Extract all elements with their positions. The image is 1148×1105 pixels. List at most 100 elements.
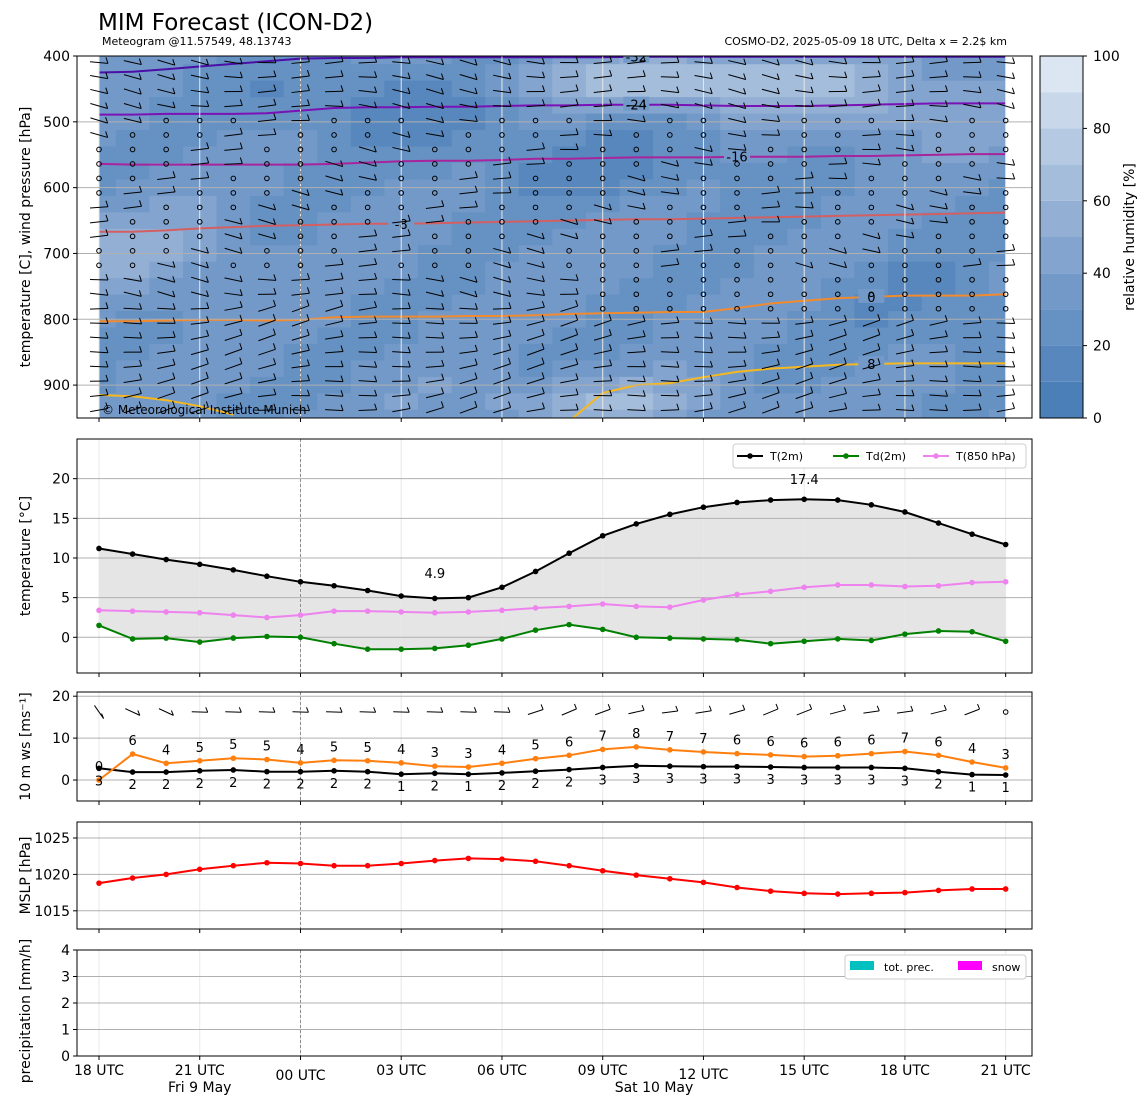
wind-barb [829, 334, 847, 341]
wind-barb-flag [575, 388, 579, 395]
wind-barb-flag [944, 188, 948, 196]
wind-barb [191, 363, 209, 370]
colorbar-segment [1040, 345, 1083, 382]
wind-barb [963, 263, 982, 267]
wind-barb [224, 60, 243, 65]
wind-barb-flag [374, 389, 378, 397]
wind-barb-flag [205, 276, 209, 283]
humidity-cell [921, 162, 956, 181]
wind-barb-flag [777, 317, 781, 324]
profile-ytick-label: 500 [43, 115, 70, 131]
wind-barb-flag [541, 342, 545, 350]
wind-barb [728, 392, 746, 399]
humidity-cell [653, 146, 688, 164]
wind-barb [627, 409, 646, 412]
wind-barb-flag [139, 359, 143, 367]
wind-barb [123, 379, 142, 384]
wind-barb-flag [843, 247, 847, 254]
wind-barb-flag [743, 73, 747, 80]
wind-barb [224, 247, 243, 254]
wind-barb [895, 380, 914, 383]
wind-barb [761, 336, 780, 339]
wind-barb-flag [575, 98, 579, 106]
wind-barb [190, 291, 209, 298]
wind-barb-flag [340, 70, 344, 77]
wind-barb-flag [542, 71, 545, 78]
wind-barb-flag [978, 346, 982, 353]
wind-barb [560, 334, 578, 342]
wind-barb-flag [608, 217, 612, 225]
gust-value-label: 7 [901, 732, 909, 747]
wind-calm-circle [230, 262, 237, 269]
wind-barb-flag [441, 130, 445, 137]
wind-calm-circle [868, 117, 875, 124]
humidity-cell [988, 130, 1006, 148]
wind-barb [929, 118, 948, 123]
wind-barb-flag [239, 328, 243, 336]
wind-barb [392, 351, 411, 354]
wind-calm-circle [398, 117, 405, 124]
humidity-cell [250, 409, 285, 418]
wind-calm-circle [331, 233, 337, 240]
wind-barb-flag [910, 705, 914, 712]
wind-calm-circle [230, 117, 237, 124]
humidity-cell [552, 327, 587, 345]
humidity-cell [653, 360, 688, 378]
wind-barb [828, 60, 847, 65]
humidity-cell [216, 162, 251, 181]
wind-calm-circle [868, 291, 875, 298]
humidity-cell [317, 195, 352, 213]
wind-barb [694, 322, 713, 324]
wind-barb-flag [508, 86, 512, 93]
wind-barb-flag [105, 87, 109, 94]
wind-barb-flag [609, 359, 613, 366]
wind-barb [392, 61, 411, 64]
wind-barb-flag [474, 344, 478, 352]
series-point [196, 639, 203, 645]
colorbar-frame [1039, 55, 1084, 419]
wind-barb [660, 380, 679, 383]
wind-speed-value-label: 2 [229, 776, 237, 791]
humidity-cell [753, 130, 788, 148]
wind-barb [459, 276, 478, 283]
series-point [230, 567, 237, 573]
series-point [599, 764, 606, 771]
wind-barb [358, 103, 377, 109]
humidity-cell [854, 64, 889, 82]
wind-barb [761, 191, 780, 195]
temp-ytick-label: 20 [52, 472, 70, 488]
wind-barb [895, 234, 914, 239]
humidity-cell [518, 80, 553, 98]
wind-barb-flag [541, 289, 545, 296]
colorbar-tick-label: 100 [1093, 49, 1120, 65]
wind-barb [963, 409, 982, 411]
wind-barb [191, 711, 208, 713]
wind-barb-flag [978, 174, 982, 181]
gust-value-label: 6 [733, 734, 741, 749]
wind-calm-circle [264, 248, 270, 254]
wind-barb [896, 349, 914, 355]
wind-barb-flag [743, 387, 747, 394]
series-point [935, 768, 942, 775]
wind-barb-flag [978, 389, 982, 396]
wind-barb [728, 148, 747, 151]
wind-barb-flag [407, 57, 411, 64]
humidity-cell [820, 130, 856, 148]
wind-speed-value-label: 2 [431, 779, 439, 794]
mslp-ytick-label: 1025 [34, 831, 70, 847]
wind-barb [593, 219, 612, 225]
wind-calm-circle [432, 233, 438, 240]
wind-barb-flag [138, 116, 142, 123]
wind-barb [89, 279, 109, 281]
wind-barb-flag [1012, 317, 1016, 324]
wind-barb-flag [374, 243, 378, 250]
time-tick-label: 12 UTC [678, 1067, 728, 1083]
wind-barb [358, 176, 377, 181]
wind-barb-flag [844, 85, 848, 92]
wind-barb-flag [574, 703, 577, 710]
humidity-cell [451, 130, 486, 148]
wind-barb [728, 379, 746, 384]
wind-calm-circle [1002, 146, 1009, 153]
extreme-annotation: 17.4 [790, 473, 819, 488]
